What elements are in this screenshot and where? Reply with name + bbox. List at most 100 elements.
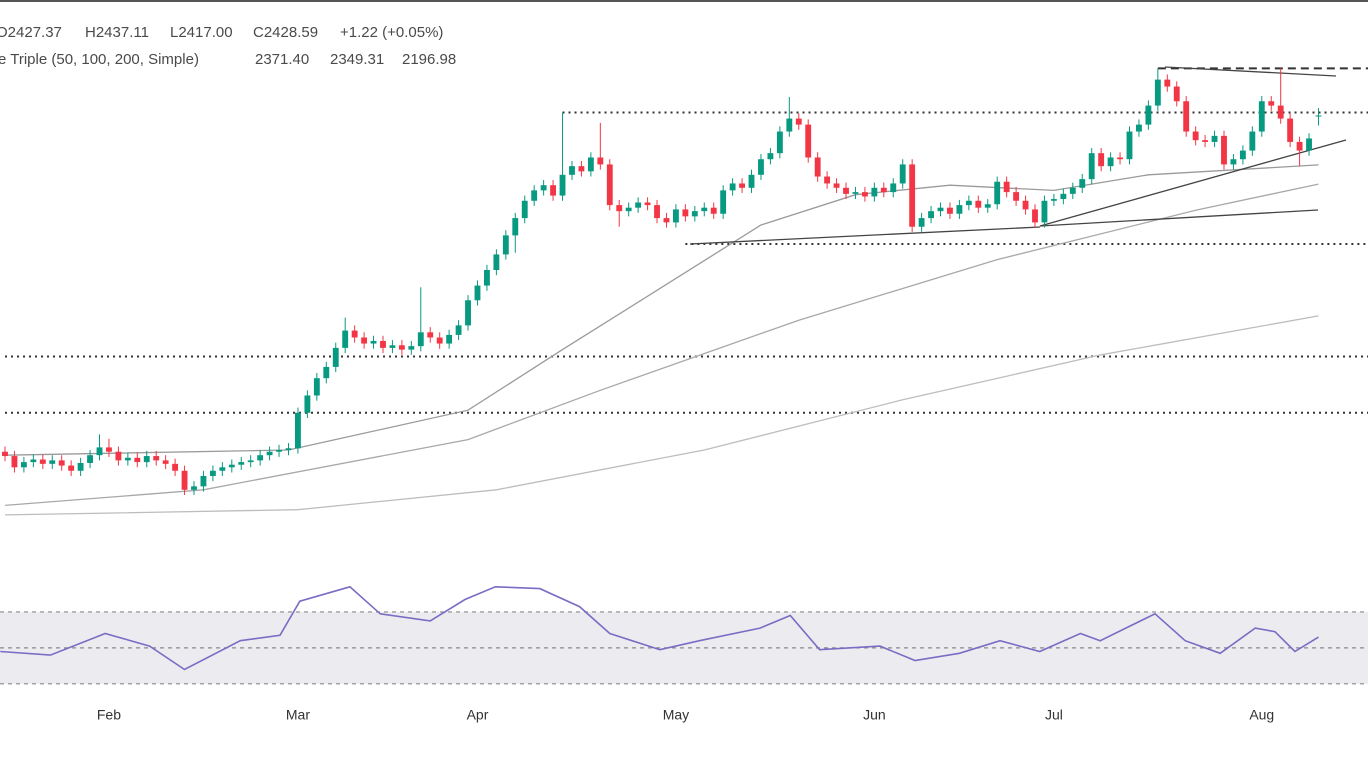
- candle-body: [1258, 101, 1265, 132]
- candle-body: [323, 366, 330, 379]
- candle-body: [313, 378, 320, 396]
- candle-body: [975, 200, 982, 208]
- candle-body: [342, 330, 349, 348]
- x-tick-label: Mar: [286, 707, 310, 723]
- candle-body: [427, 332, 434, 338]
- candle-body: [502, 235, 509, 255]
- candle-body: [1098, 153, 1105, 167]
- candle-body: [285, 448, 292, 450]
- x-tick-label: Aug: [1249, 707, 1274, 723]
- candle-body: [1069, 187, 1076, 194]
- candle-body: [748, 174, 755, 188]
- candle-body: [11, 456, 18, 468]
- candle-body: [1060, 193, 1067, 200]
- candle-body: [672, 209, 679, 223]
- candle-body: [814, 157, 821, 177]
- indicator-value: 2349.31: [330, 51, 384, 68]
- candles: [2, 68, 1322, 495]
- candle-body: [200, 475, 207, 487]
- trendlines: [689, 66, 1347, 245]
- candle-body: [417, 332, 424, 347]
- rsi-pane: [0, 585, 1368, 685]
- x-tick-label: May: [663, 707, 689, 723]
- candle-body: [1050, 199, 1057, 201]
- candle-body: [134, 457, 141, 463]
- candle-body: [1164, 79, 1171, 87]
- trendline: [1039, 139, 1347, 227]
- x-tick-label: Jun: [863, 707, 886, 723]
- moving-average: [4, 164, 1319, 456]
- candle-body: [191, 486, 197, 490]
- top-border: [0, 0, 1368, 2]
- candle-body: [474, 285, 481, 301]
- candle-body: [181, 470, 188, 490]
- candle-body: [39, 459, 46, 464]
- candle-body: [96, 447, 103, 456]
- trendline: [689, 226, 1041, 245]
- candle-body: [1221, 135, 1227, 165]
- candle-body: [965, 200, 972, 206]
- candle-body: [1088, 153, 1095, 180]
- candle-body: [1230, 159, 1237, 165]
- candle-body: [984, 204, 991, 208]
- candle-body: [861, 192, 868, 197]
- candle-body: [1173, 86, 1180, 102]
- ohlc-close: C2428.59: [253, 24, 318, 41]
- candle-body: [786, 118, 793, 132]
- candle-body: [805, 124, 812, 158]
- candle-body: [833, 183, 840, 188]
- candle-body: [257, 455, 264, 461]
- candle-body: [1154, 79, 1161, 106]
- candle-body: [994, 181, 1001, 205]
- candle-body: [691, 211, 698, 217]
- candle-body: [1239, 150, 1246, 160]
- candle-body: [2, 451, 8, 457]
- candle-body: [843, 187, 849, 194]
- candle-body: [550, 185, 557, 196]
- candle-body: [654, 205, 660, 219]
- candle-body: [247, 460, 254, 463]
- candle-body: [228, 464, 235, 468]
- candle-body: [701, 207, 708, 212]
- candle-body: [880, 187, 887, 193]
- candle-body: [124, 457, 131, 461]
- candle-body: [644, 202, 651, 206]
- candle-body: [729, 183, 736, 191]
- candle-body: [578, 166, 585, 172]
- candle-body: [937, 207, 944, 212]
- candle-body: [143, 456, 150, 463]
- candle-body: [1277, 105, 1284, 119]
- candle-body: [918, 218, 925, 227]
- trendline: [1164, 66, 1337, 77]
- candle-body: [1268, 101, 1275, 106]
- candle-body: [663, 218, 670, 223]
- candle-body: [1136, 124, 1142, 132]
- candle-body: [77, 462, 84, 471]
- ohlc-open: O2427.37: [0, 24, 62, 41]
- x-tick-label: Feb: [97, 707, 121, 723]
- candle-body: [1032, 209, 1038, 223]
- candle-body: [559, 174, 566, 196]
- candle-body: [899, 164, 906, 184]
- candle-body: [1117, 157, 1123, 160]
- candle-body: [58, 460, 65, 466]
- candle-body: [20, 462, 27, 468]
- candle-body: [446, 334, 453, 344]
- candle-body: [1202, 140, 1209, 142]
- x-tick-label: Jul: [1045, 707, 1063, 723]
- candle-body: [493, 254, 500, 270]
- candle-body: [739, 183, 745, 188]
- candle-body: [1211, 135, 1218, 142]
- candle-body: [758, 159, 764, 175]
- candle-body: [455, 325, 462, 335]
- ohlc-change: +1.22 (+0.05%): [340, 24, 443, 41]
- candle-body: [370, 340, 377, 344]
- candle-body: [162, 460, 169, 464]
- candle-body: [332, 347, 339, 367]
- candle-body: [1192, 131, 1199, 141]
- ohlc-low: L2417.00: [170, 24, 233, 41]
- moving-average: [4, 315, 1319, 516]
- indicator-value: 2196.98: [402, 51, 456, 68]
- candle-body: [106, 447, 112, 452]
